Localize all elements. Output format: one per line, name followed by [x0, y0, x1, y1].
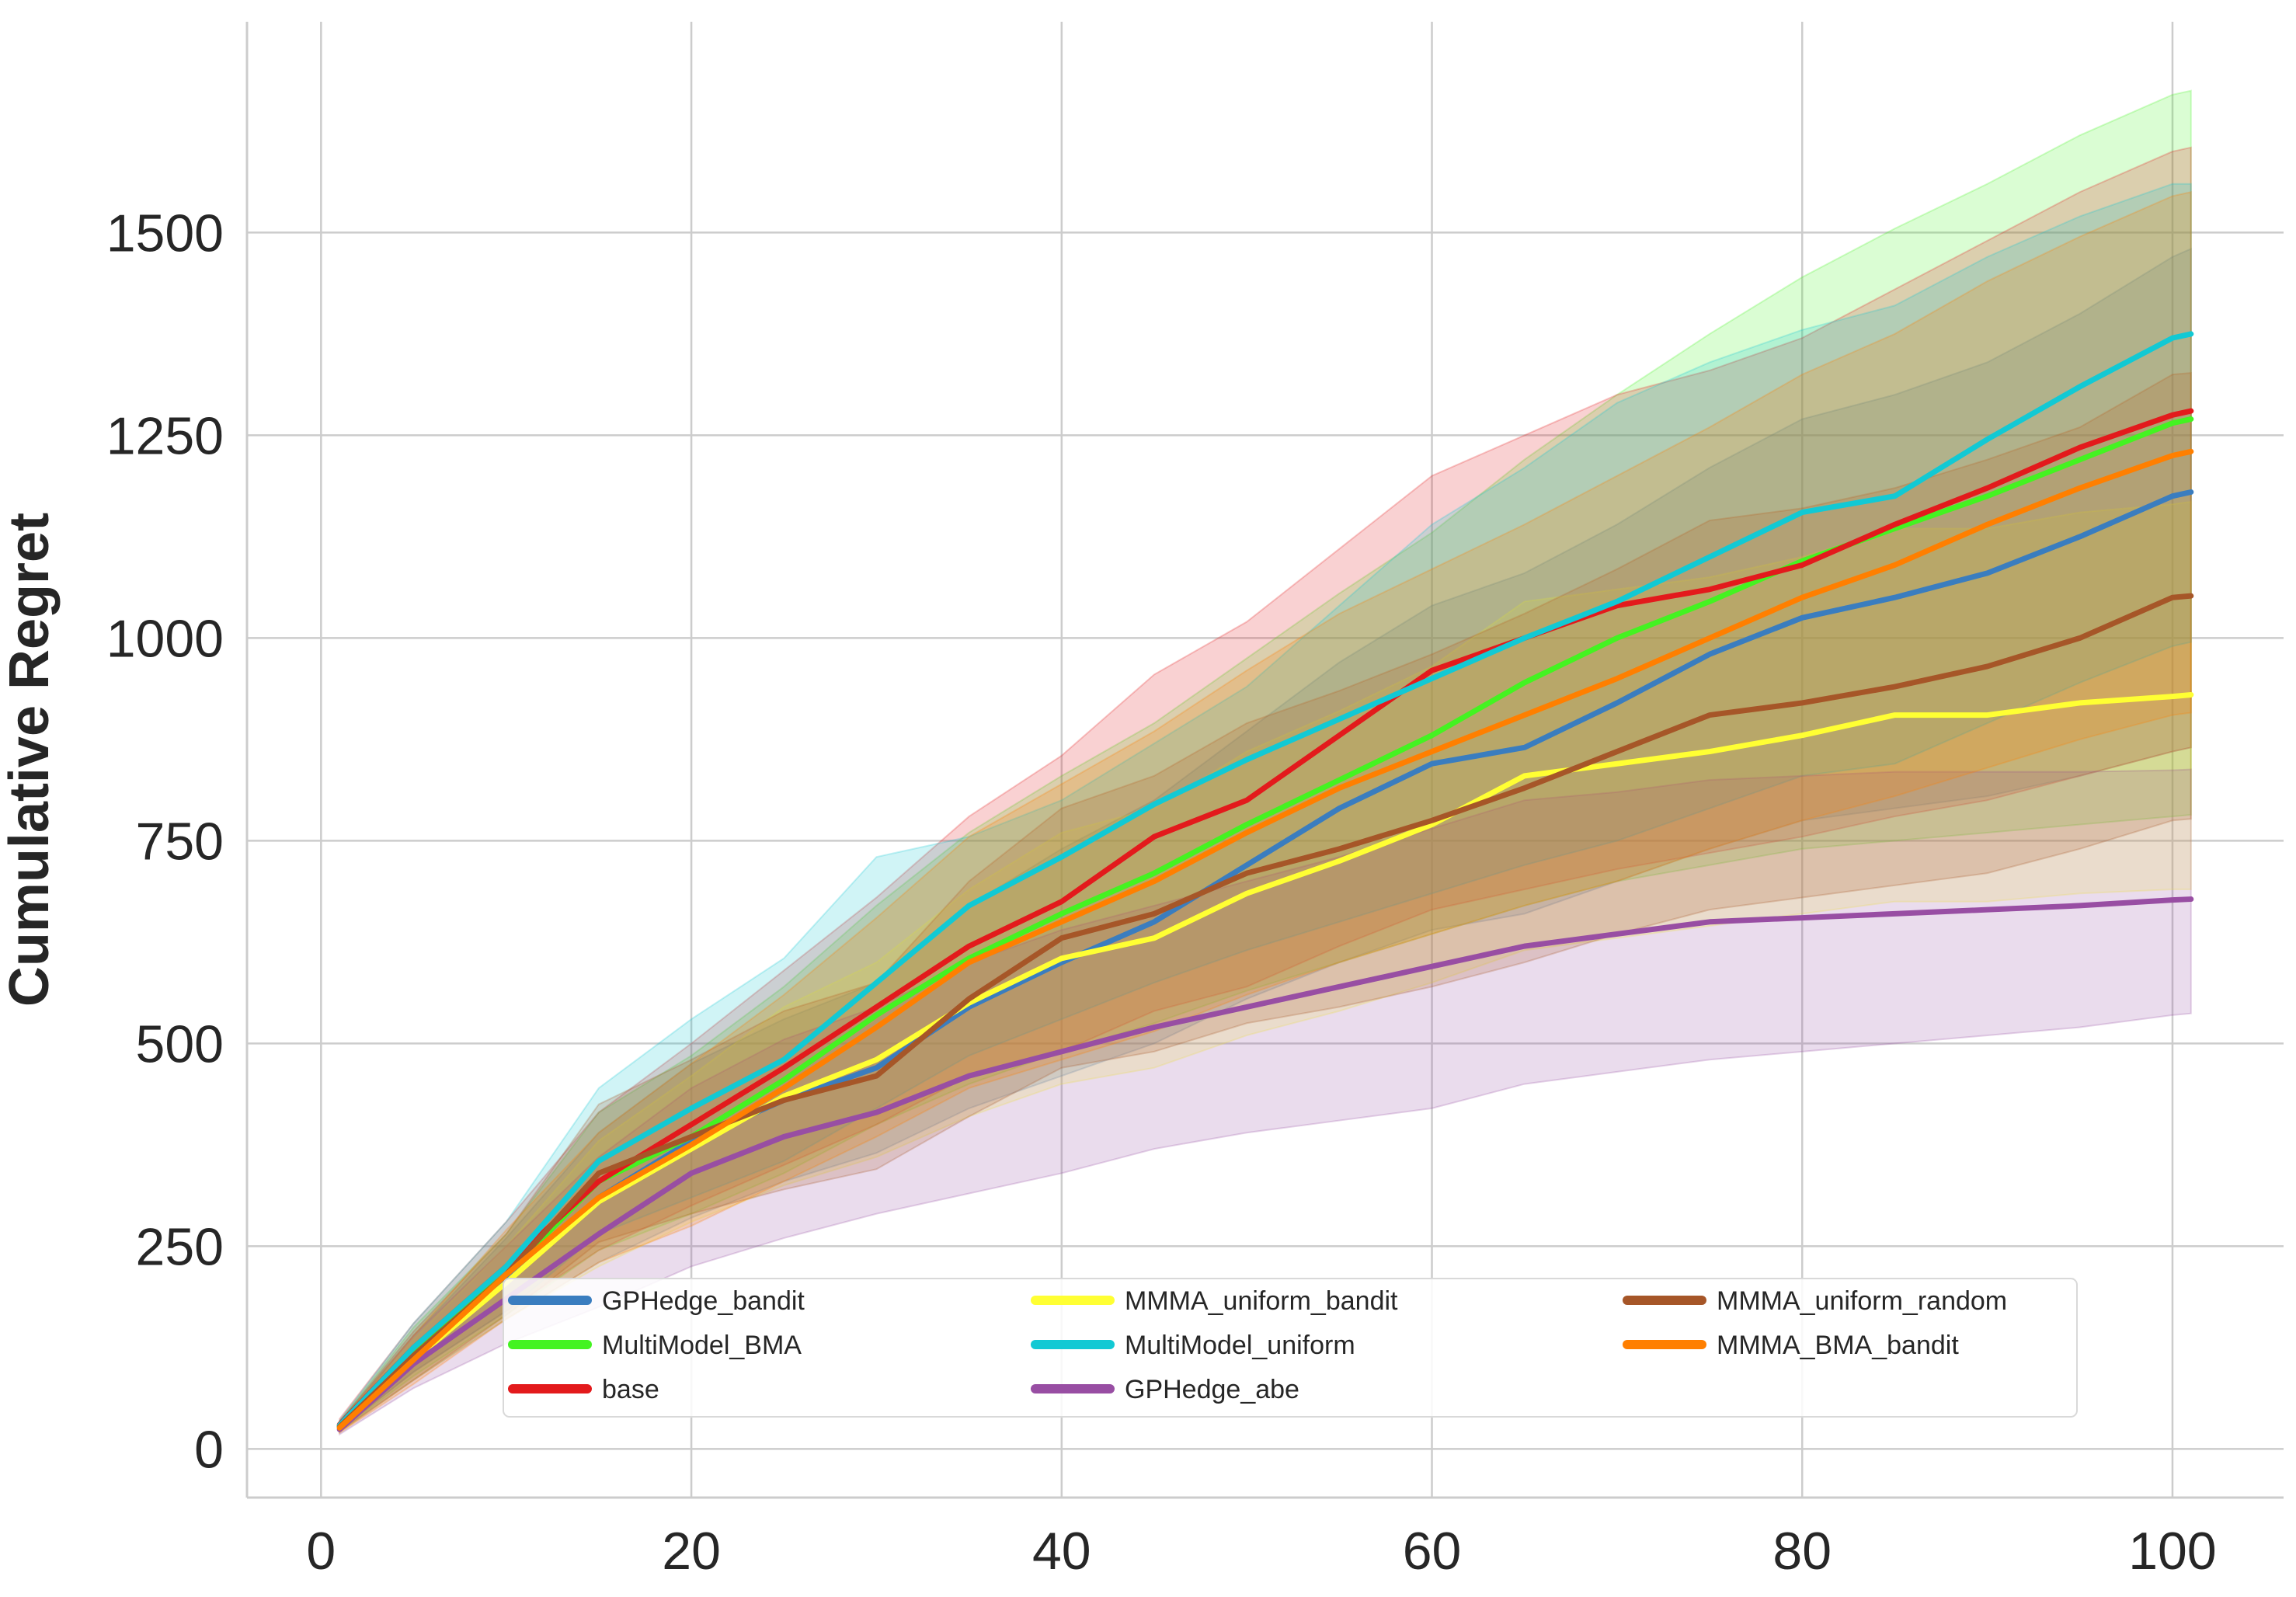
legend-label-multimodel-bma: MultiModel_BMA	[602, 1331, 802, 1360]
y-tick-label: 1000	[106, 609, 224, 668]
legend-box	[503, 1278, 2078, 1418]
y-tick-label: 750	[136, 812, 224, 871]
axes	[245, 22, 2284, 1499]
legend-label-multimodel-uniform: MultiModel_uniform	[1125, 1331, 1355, 1360]
line-gphedge-abe	[336, 896, 2194, 1432]
legend-label-mmma-uniform-random: MMMA_uniform_random	[1717, 1286, 2007, 1316]
y-tick-label: 0	[194, 1420, 224, 1479]
legend-label-mmma-uniform-bandit: MMMA_uniform_bandit	[1125, 1286, 1398, 1316]
y-axis-title: Cumulative Regret	[0, 513, 61, 1007]
y-tick-label: 1500	[106, 204, 224, 263]
series-lines	[336, 331, 2194, 1432]
x-tick-label: 40	[1032, 1522, 1091, 1581]
legend-label-gphedge-bandit: GPHedge_bandit	[602, 1286, 805, 1316]
band-mmma-uniform-bandit	[339, 500, 2192, 1435]
y-tick-label: 500	[136, 1014, 224, 1073]
grid	[247, 22, 2284, 1498]
line-mmma-uniform-random	[336, 593, 2194, 1430]
x-tick-label: 60	[1403, 1522, 1462, 1581]
line-multimodel-bma	[336, 416, 2194, 1429]
band-multimodel-uniform	[339, 183, 2192, 1432]
x-tick-label: 0	[306, 1522, 336, 1581]
legend-label-gphedge-abe: GPHedge_abe	[1125, 1375, 1299, 1404]
y-tick-label: 1250	[106, 406, 224, 465]
x-tick-label: 20	[662, 1522, 721, 1581]
line-mmma-uniform-bandit	[336, 691, 2194, 1431]
line-multimodel-uniform	[336, 331, 2194, 1428]
legend-label-base: base	[602, 1375, 659, 1404]
x-tick-label: 100	[2128, 1522, 2216, 1581]
line-mmma-bma-bandit	[336, 448, 2194, 1431]
confidence-bands	[339, 89, 2192, 1436]
legend-label-mmma-bma-bandit: MMMA_BMA_bandit	[1717, 1331, 1959, 1360]
band-mmma-uniform-random	[339, 371, 2192, 1434]
x-tick-label: 80	[1772, 1522, 1832, 1581]
band-mmma-bma-bandit	[339, 190, 2192, 1435]
y-tick-label: 250	[136, 1217, 224, 1276]
